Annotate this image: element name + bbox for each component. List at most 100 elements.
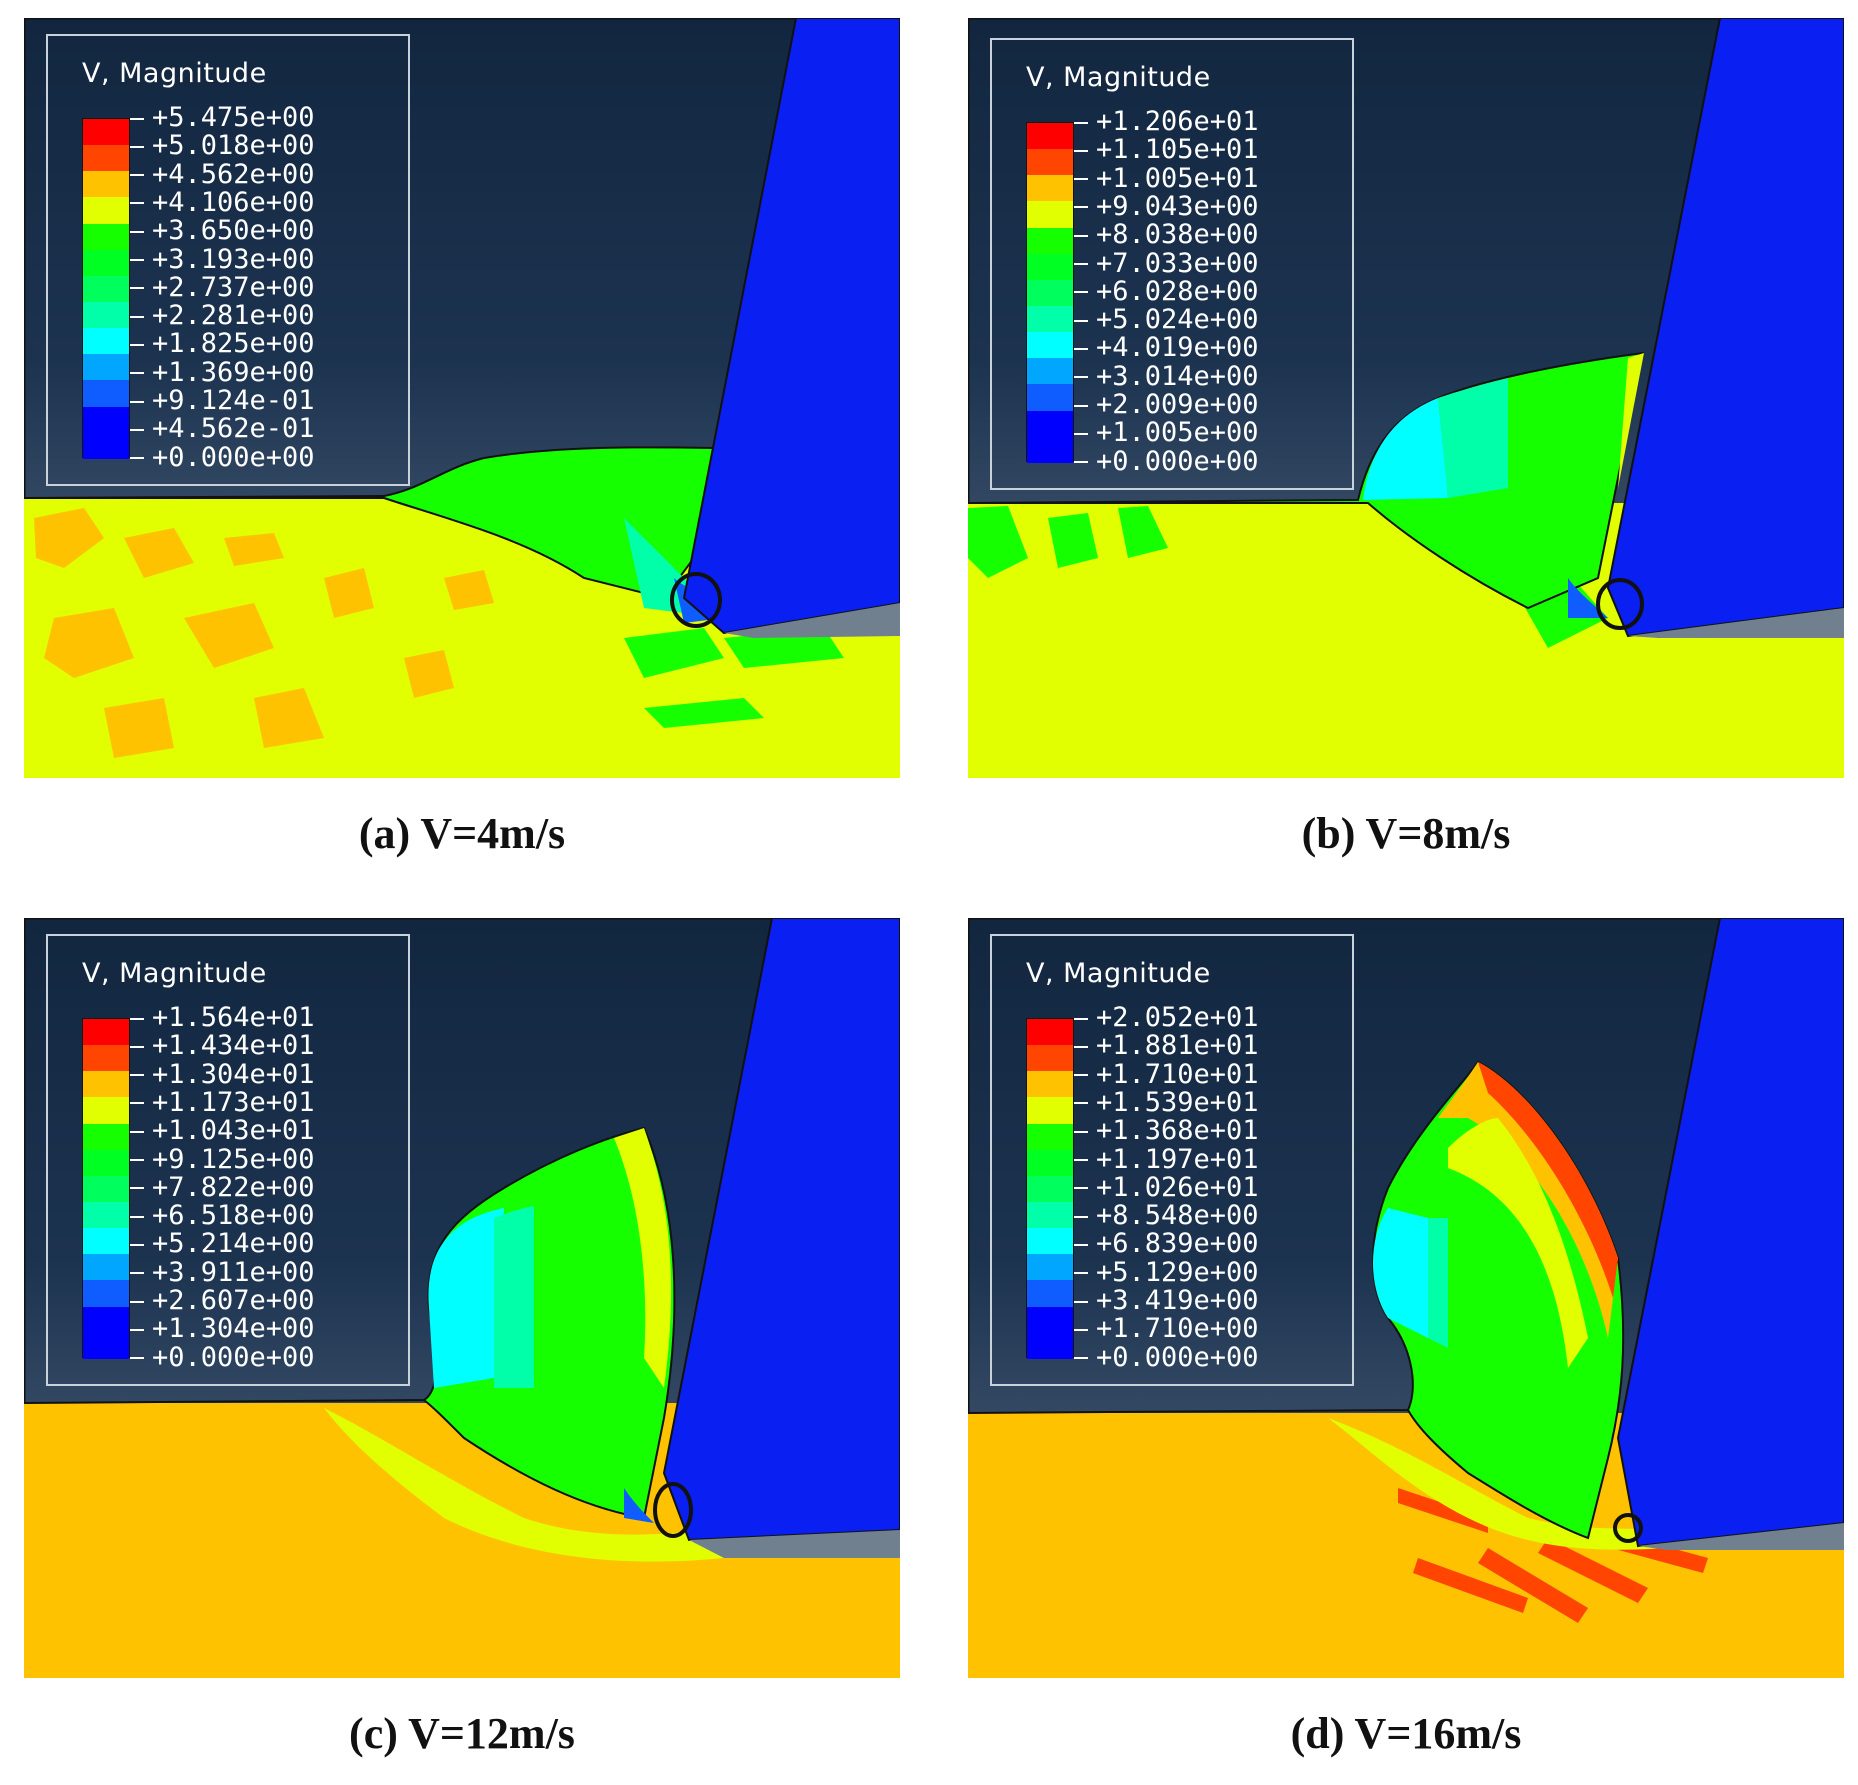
legend-value: +3.014e+00 [1074, 362, 1259, 391]
chip-low-velocity-zone [1363, 398, 1448, 500]
legend-value: +1.304e+00 [130, 1315, 315, 1343]
legend-value: +2.281e+00 [130, 302, 315, 330]
swatch [83, 145, 129, 172]
swatch [83, 1097, 129, 1124]
swatch [83, 301, 129, 329]
swatch [1027, 1201, 1073, 1229]
chip-tip-zone [624, 1488, 654, 1523]
swatch [83, 1228, 129, 1255]
swatch [1027, 1071, 1073, 1098]
legend-value: +3.193e+00 [130, 245, 315, 274]
legend-value: +2.737e+00 [130, 273, 315, 302]
swatch [1027, 253, 1073, 280]
legend-value: +6.518e+00 [130, 1202, 315, 1230]
swatch [83, 380, 129, 407]
swatch [83, 249, 129, 276]
swatch [1027, 358, 1073, 385]
swatch [83, 354, 129, 381]
legend-b: V, Magnitude +1.206e+01 +1.105e+01 +1.00… [990, 38, 1354, 490]
swatch [1027, 1019, 1073, 1046]
legend-title: V, Magnitude [1026, 958, 1211, 989]
chip [24, 446, 716, 600]
legend-value: +1.369e+00 [130, 358, 315, 387]
legend-value: +7.822e+00 [130, 1173, 315, 1202]
legend-d: V, Magnitude +2.052e+01 +1.881e+01 +1.71… [990, 934, 1354, 1386]
panel-b: V, Magnitude +1.206e+01 +1.105e+01 +1.00… [968, 18, 1844, 778]
swatch [83, 197, 129, 224]
swatch [83, 1332, 129, 1359]
swatch [1027, 149, 1073, 176]
swatch [1027, 1280, 1073, 1307]
swatch [83, 119, 129, 146]
color-scale-bar [82, 118, 130, 459]
legend-title: V, Magnitude [82, 58, 267, 89]
legend-value: +1.005e+00 [1074, 419, 1259, 447]
tool-flank [1628, 608, 1844, 638]
swatch [83, 1175, 129, 1202]
chip-edge-zone [1618, 353, 1644, 488]
swatch [1027, 279, 1073, 306]
legend-value: +7.033e+00 [1074, 249, 1259, 278]
color-scale-bar [1026, 1018, 1074, 1359]
panel-c: V, Magnitude +1.564e+01 +1.434e+01 +1.30… [24, 918, 900, 1678]
legend-value: +6.028e+00 [1074, 277, 1259, 306]
tool-tip-marker [1596, 578, 1644, 630]
swatch [1027, 1254, 1073, 1281]
caption-c: (c) V=12m/s [349, 1709, 575, 1758]
tool-tip-marker [670, 572, 722, 628]
tool-tip-marker [1613, 1513, 1643, 1543]
legend-value: +4.019e+00 [1074, 334, 1259, 362]
legend-value: +0.000e+00 [130, 1343, 315, 1372]
shear-zone [1328, 1418, 1668, 1550]
swatch [1027, 1045, 1073, 1072]
swatch [83, 1306, 129, 1333]
swatch [1027, 227, 1073, 254]
color-scale-bar [82, 1018, 130, 1359]
swatch [83, 1280, 129, 1307]
legend-value: +1.710e+01 [1074, 1060, 1259, 1089]
legend-value: +9.043e+00 [1074, 192, 1259, 221]
chip-low-velocity-zone [1373, 1208, 1428, 1338]
panel-d: V, Magnitude +2.052e+01 +1.881e+01 +1.71… [968, 918, 1844, 1678]
legend-value: +5.024e+00 [1074, 306, 1259, 334]
legend-value: +5.475e+00 [130, 104, 315, 132]
swatch [83, 171, 129, 198]
legend-value: +2.009e+00 [1074, 391, 1259, 419]
swatch [83, 432, 129, 459]
swatch [1027, 123, 1073, 150]
legend-value: +5.129e+00 [1074, 1258, 1259, 1287]
swatch [1027, 305, 1073, 333]
workpiece-patches [34, 508, 494, 758]
legend-value: +1.881e+01 [1074, 1032, 1259, 1060]
swatch [1027, 1149, 1073, 1176]
legend-value: +1.026e+01 [1074, 1173, 1259, 1202]
shear-bands [968, 506, 1608, 648]
legend-value: +4.106e+00 [130, 188, 315, 217]
tool-flank [689, 1530, 900, 1558]
legend-value: +1.304e+01 [130, 1060, 315, 1089]
legend-value: +4.562e+00 [130, 160, 315, 189]
swatch [1027, 1175, 1073, 1202]
color-scale-bar [1026, 122, 1074, 463]
legend-value: +1.173e+01 [130, 1088, 315, 1117]
caption-d: (d) V=16m/s [1290, 1709, 1522, 1758]
caption-b: (b) V=8m/s [1301, 809, 1511, 858]
legend-value: +0.000e+00 [1074, 1343, 1259, 1372]
legend-value: +1.539e+01 [1074, 1088, 1259, 1117]
legend-a: V, Magnitude +5.475e+00 +5.018e+00 +4.56… [46, 34, 410, 486]
swatch [1027, 201, 1073, 228]
legend-value: +4.562e-01 [130, 415, 315, 443]
chip-mid-zone [1428, 1218, 1448, 1348]
swatch [83, 1254, 129, 1281]
swatch [83, 223, 129, 250]
legend-value: +5.214e+00 [130, 1230, 315, 1258]
swatch [83, 1201, 129, 1229]
swatch [1027, 1123, 1073, 1150]
legend-value: +0.000e+00 [1074, 447, 1259, 476]
legend-value: +1.105e+01 [1074, 136, 1259, 164]
swatch [83, 406, 129, 433]
legend-value: +1.043e+01 [130, 1117, 315, 1145]
swatch [1027, 175, 1073, 202]
legend-value: +1.434e+01 [130, 1032, 315, 1060]
shear-zone [324, 1408, 724, 1562]
